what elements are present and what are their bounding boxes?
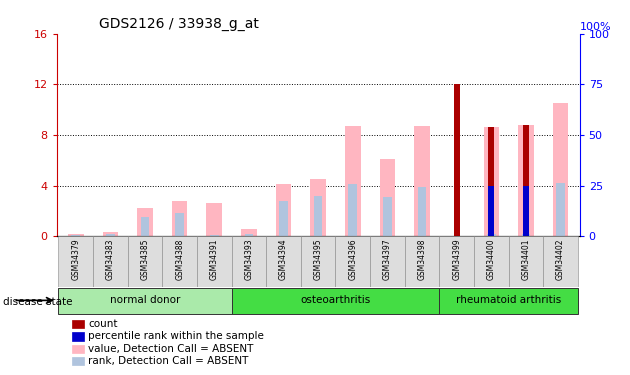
Text: GSM34379: GSM34379 [71, 239, 80, 280]
Text: GSM34396: GSM34396 [348, 239, 357, 280]
Bar [488, 128, 495, 236]
Bar [68, 234, 84, 236]
Bar [404, 236, 439, 287]
Bar [415, 126, 430, 236]
Text: GDS2126 / 33938_g_at: GDS2126 / 33938_g_at [98, 17, 258, 32]
Bar [370, 236, 404, 287]
Text: GSM34395: GSM34395 [314, 239, 323, 280]
Bar [103, 232, 118, 236]
Bar [523, 186, 529, 236]
Bar [553, 104, 568, 236]
Bar [128, 236, 163, 287]
Bar [59, 288, 232, 314]
Bar [487, 234, 496, 236]
Text: 100%: 100% [580, 22, 611, 32]
Bar [244, 234, 253, 236]
Text: GSM34391: GSM34391 [210, 239, 219, 280]
Bar [345, 126, 360, 236]
Text: osteoarthritis: osteoarthritis [301, 296, 370, 305]
Bar [522, 234, 530, 236]
Text: GSM34399: GSM34399 [452, 239, 461, 280]
Bar [543, 236, 578, 287]
Bar [175, 213, 184, 236]
Bar [508, 236, 543, 287]
Text: GSM34383: GSM34383 [106, 239, 115, 280]
Text: rank, Detection Call = ABSENT: rank, Detection Call = ABSENT [88, 356, 249, 366]
Bar [59, 236, 93, 287]
Text: rheumatoid arthritis: rheumatoid arthritis [456, 296, 561, 305]
Bar [232, 236, 266, 287]
Bar [232, 288, 439, 314]
Bar [483, 128, 499, 236]
Bar [207, 203, 222, 236]
Bar [335, 236, 370, 287]
Text: GSM34394: GSM34394 [279, 239, 288, 280]
Bar [380, 159, 395, 236]
Text: disease state: disease state [3, 297, 72, 307]
Bar [523, 125, 529, 236]
Bar [348, 184, 357, 236]
Text: GSM34397: GSM34397 [383, 239, 392, 280]
Text: GSM34393: GSM34393 [244, 239, 253, 280]
Bar [454, 84, 460, 236]
Text: GSM34388: GSM34388 [175, 239, 184, 280]
Bar [266, 236, 301, 287]
Bar [137, 209, 153, 236]
Bar [301, 236, 335, 287]
Bar [197, 236, 232, 287]
Bar [556, 183, 565, 236]
Bar [383, 197, 392, 236]
Bar [106, 234, 115, 236]
Bar [241, 229, 256, 236]
Bar [276, 184, 291, 236]
Bar [172, 201, 187, 236]
Bar [163, 236, 197, 287]
Text: GSM34401: GSM34401 [522, 239, 530, 280]
Bar [474, 236, 508, 287]
Text: value, Detection Call = ABSENT: value, Detection Call = ABSENT [88, 344, 253, 354]
Bar [311, 179, 326, 236]
Bar [518, 125, 534, 236]
Bar [210, 235, 219, 236]
Bar [71, 235, 80, 236]
Text: percentile rank within the sample: percentile rank within the sample [88, 332, 264, 341]
Text: GSM34398: GSM34398 [418, 239, 427, 280]
Text: GSM34402: GSM34402 [556, 239, 565, 280]
Bar [488, 186, 495, 236]
Text: GSM34385: GSM34385 [140, 239, 149, 280]
Bar [314, 196, 323, 236]
Bar [439, 288, 578, 314]
Bar [439, 236, 474, 287]
Text: count: count [88, 319, 118, 329]
Bar [93, 236, 128, 287]
Text: GSM34400: GSM34400 [487, 239, 496, 280]
Bar [140, 217, 149, 236]
Bar [279, 201, 288, 236]
Text: normal donor: normal donor [110, 296, 180, 305]
Bar [418, 187, 427, 236]
